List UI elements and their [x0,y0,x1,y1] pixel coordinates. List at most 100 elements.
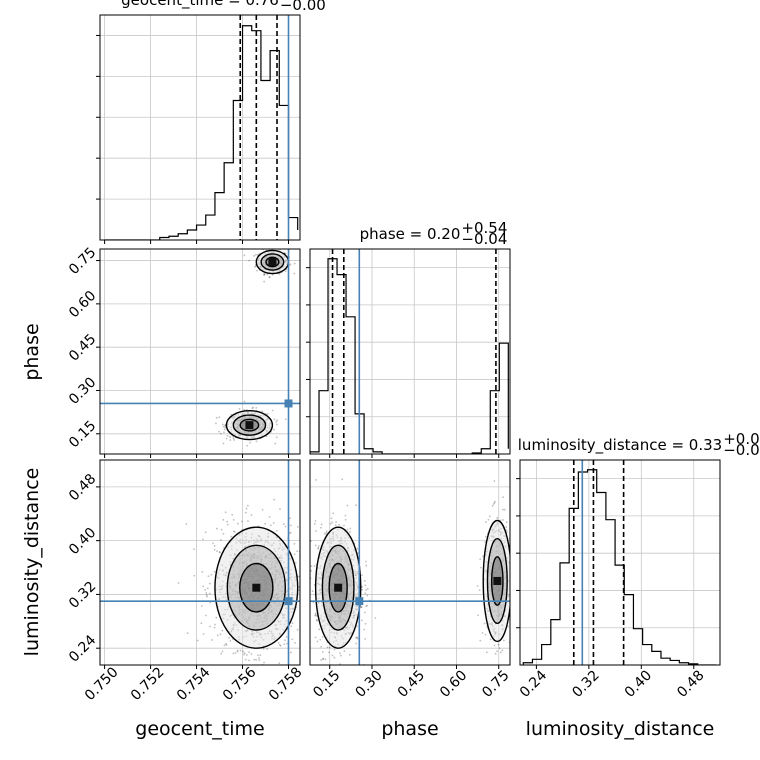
panel-frame [99,459,301,666]
panel-frame [99,14,301,241]
sample-point [213,570,216,573]
sample-point [343,524,345,527]
sample-point [248,259,251,262]
sample-point [264,522,267,525]
sample-point [364,638,367,640]
x-tick-label: 0.30 [352,667,385,700]
y-tick-label: 0.30 [66,375,99,408]
sample-point [243,400,246,403]
sample-point [246,444,249,447]
sample-point [266,273,269,276]
sample-point [253,254,255,257]
sample-point [304,597,306,599]
x-tick-label: 0.754 [174,664,214,704]
sample-point [503,639,505,642]
sample-point [201,538,204,541]
panel-content [310,249,510,454]
sample-point [301,557,303,559]
sample-point [228,636,230,639]
density-peak [493,576,502,585]
sample-point [285,636,288,638]
sample-point [247,520,249,522]
sample-point [216,550,218,553]
sample-point [227,672,229,674]
sample-point [263,280,266,283]
sample-point [223,428,226,431]
sample-point [480,566,482,569]
sample-point [215,422,217,425]
sample-point [258,659,261,661]
sample-point [302,593,304,595]
sample-point [316,619,318,622]
sample-point [225,437,228,440]
sample-point [276,419,279,422]
sample-point [348,653,351,656]
sample-point [240,520,243,523]
sample-point [252,406,254,409]
sample-point [206,587,209,590]
sample-point [233,439,236,441]
x-axis-label-phase: phase [381,718,438,740]
sample-point [202,633,205,635]
sample-point [254,253,257,256]
sample-point [507,625,509,628]
y-tick-label: 0.60 [66,288,99,321]
sample-point [231,513,234,516]
sample-point [335,520,338,523]
sample-point [485,651,488,654]
histogram-step [310,258,509,454]
x-tick-label: 0.75 [479,667,512,700]
sample-point [278,662,281,665]
sample-point [314,612,317,615]
sample-point [220,652,223,655]
sample-point [355,504,357,507]
sample-point [245,654,248,656]
sample-point [229,439,232,441]
sample-point [210,573,213,576]
sample-point [200,605,203,607]
sample-point [515,593,517,595]
sample-point [275,436,278,439]
sample-point [333,656,336,659]
sample-point [332,512,335,515]
sample-point [279,508,281,511]
sample-point [222,532,225,535]
sample-point [266,247,268,249]
sample-point [488,515,491,518]
sample-point [205,614,207,617]
panel-content [100,15,300,240]
sample-point [232,518,235,521]
sample-point [496,516,499,519]
sample-point [476,585,479,587]
sample-point [225,642,227,645]
sample-point [274,442,277,445]
sample-point [321,650,324,653]
sample-point [300,605,302,607]
sample-point [302,600,304,602]
sample-point [245,507,248,510]
sample-point [219,539,222,541]
histogram-panel-luminosity_distance: luminosity_distance = 0.33+0.04−0.03 0.24… [516,430,760,701]
sample-point [232,652,235,655]
histogram-step [522,469,717,665]
scatter-panel-phase-vs-luminosity_distance: 0.15 0.30 0.45 0.60 0.75 [309,459,517,701]
sample-point [218,551,221,553]
panel-content [100,460,306,674]
sample-point [499,651,502,654]
sample-point [286,642,288,645]
sample-point [248,659,250,662]
sample-point [208,592,211,595]
y-axis-label-phase: phase [21,323,43,380]
sample-point [355,636,357,639]
sample-point [229,436,231,438]
sample-point [325,530,328,533]
sample-point [314,613,317,616]
sample-point [289,517,291,520]
sample-point [355,642,358,645]
sample-point [279,644,282,647]
sample-point [261,410,264,413]
sample-point [364,611,366,614]
y-tick-label: 0.48 [66,471,99,504]
y-tick-label: 0.32 [66,578,99,611]
